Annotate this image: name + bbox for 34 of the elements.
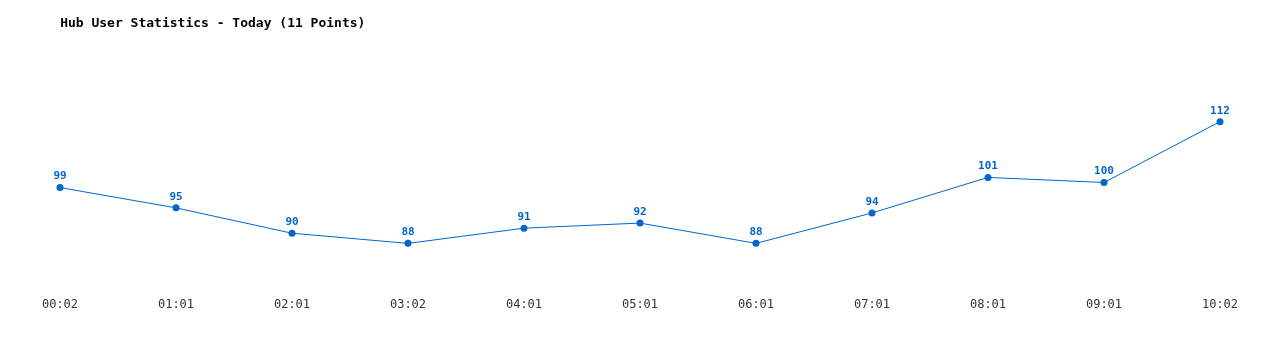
x-tick-label: 04:01 (505, 297, 543, 311)
data-label: 95 (169, 189, 183, 203)
x-tick-label: 01:01 (157, 297, 195, 311)
point (56, 184, 64, 192)
point (868, 209, 876, 217)
point (752, 239, 760, 247)
point (1100, 179, 1108, 186)
x-tick-label: 06:01 (737, 297, 775, 311)
x-tick-label: 07:01 (853, 297, 891, 311)
data-label: 100 (1094, 164, 1114, 178)
data-label: 88 (401, 225, 415, 239)
x-tick-label: 00:02 (41, 297, 79, 311)
data-label: 99 (53, 169, 67, 183)
data-label: 112 (1210, 103, 1230, 117)
data-label: 101 (978, 159, 999, 173)
point (520, 224, 528, 232)
point (984, 173, 992, 181)
x-tick-label: 03:02 (389, 297, 427, 311)
data-label: 92 (633, 204, 647, 218)
chart-title: Hub User Statistics - Today (11 Points) (60, 14, 366, 30)
point (404, 239, 412, 247)
x-tick-label: 10:02 (1201, 297, 1239, 311)
point (1216, 118, 1224, 126)
x-tick-label: 05:01 (621, 297, 659, 311)
point (288, 229, 296, 237)
data-label: 94 (865, 194, 879, 208)
x-tick-label: 02:01 (273, 297, 311, 311)
x-tick-label: 08:01 (969, 297, 1007, 311)
data-label: 91 (517, 210, 531, 224)
data-label: 90 (285, 215, 299, 229)
x-tick-label: 09:01 (1085, 297, 1123, 311)
data-label: 88 (749, 225, 763, 239)
point (172, 204, 180, 212)
point (636, 219, 644, 227)
